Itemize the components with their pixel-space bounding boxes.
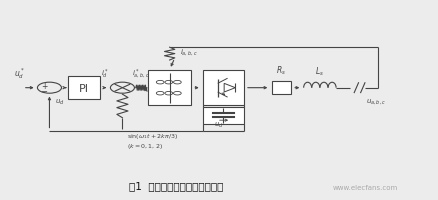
Bar [203,71,244,105]
Bar [272,82,291,95]
Text: $L_s$: $L_s$ [315,66,325,78]
Text: 图1  直接电流控制系统结构框图: 图1 直接电流控制系统结构框图 [129,180,223,190]
Bar [148,71,191,105]
Text: $\sin(\omega_1 t+2k\pi/3)$: $\sin(\omega_1 t+2k\pi/3)$ [127,131,178,140]
Text: $u_d$: $u_d$ [55,98,64,107]
Text: $i_{a,b,c}$: $i_{a,b,c}$ [180,47,198,57]
Bar [68,77,100,100]
Text: $u_d^*$: $u_d^*$ [14,66,25,80]
Text: −: − [41,86,48,95]
Text: www.elecfans.com: www.elecfans.com [332,184,398,190]
Text: PI: PI [79,83,89,93]
Text: $i_d^*$: $i_d^*$ [101,67,109,80]
Text: $i_{a,b,c}^*$: $i_{a,b,c}^*$ [132,67,150,80]
Bar [203,107,244,124]
Text: +: + [41,82,47,91]
Text: $u_{a,b,c}$: $u_{a,b,c}$ [366,96,386,105]
Text: $u_d$: $u_d$ [214,121,224,130]
Text: $(k=0,1,2)$: $(k=0,1,2)$ [127,142,162,151]
Text: $R_s$: $R_s$ [276,65,286,77]
